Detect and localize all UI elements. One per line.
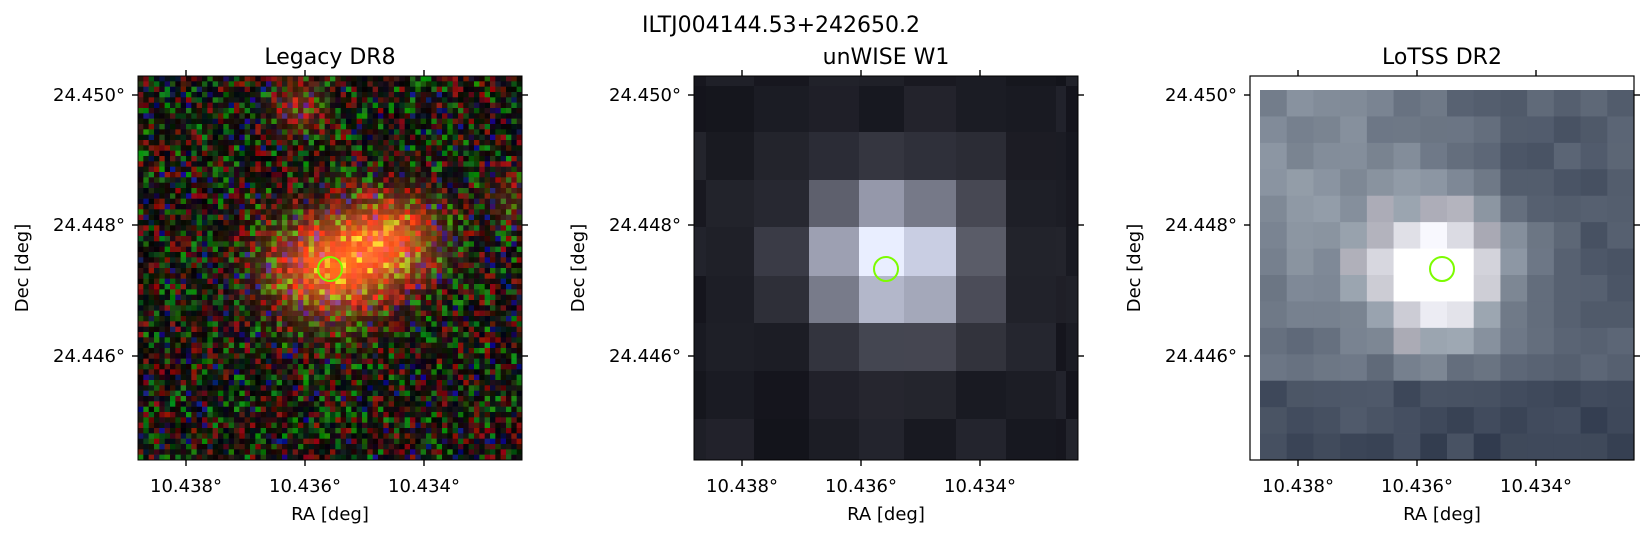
y-tick-label: 24.446° (609, 346, 681, 367)
source-marker-legacy (317, 256, 343, 282)
x-axis-label-legacy: RA [deg] (291, 504, 369, 525)
y-tick-label: 24.448° (1165, 215, 1237, 236)
axis-ticks-lotss (1244, 70, 1640, 466)
y-tick-label: 24.446° (53, 346, 125, 367)
y-tick-label: 24.448° (609, 215, 681, 236)
figure-title: ILTJ004144.53+242650.2 (642, 13, 920, 38)
y-tick-label: 24.450° (53, 85, 125, 106)
x-tick-label: 10.438° (150, 476, 222, 497)
source-marker-unwise (873, 256, 899, 282)
x-tick-label: 10.436° (269, 476, 341, 497)
y-axis-label-lotss: Dec [deg] (1124, 224, 1145, 313)
y-tick-label: 24.446° (1165, 346, 1237, 367)
sky-image-legacy (138, 76, 522, 460)
panel-legacy: Legacy DR8 10.438° 10.436° 10.434° 24.45… (12, 45, 528, 525)
sky-image-unwise (694, 76, 1078, 460)
panel-title-lotss: LoTSS DR2 (1382, 45, 1502, 70)
x-tick-label: 10.434° (388, 476, 460, 497)
x-tick-label: 10.436° (825, 476, 897, 497)
panel-title-legacy: Legacy DR8 (264, 45, 395, 70)
image-frame-lotss (1249, 75, 1635, 461)
x-axis-label-unwise: RA [deg] (847, 504, 925, 525)
y-tick-label: 24.448° (53, 215, 125, 236)
axis-ticks-unwise (688, 70, 1084, 466)
image-frame-unwise (693, 75, 1079, 461)
axis-ticks-legacy (132, 70, 528, 466)
panel-unwise: unWISE W1 10.438° 10.436° 10.434° 24.450… (568, 45, 1084, 525)
panel-lotss: LoTSS DR2 10.438° 10.436° 10.434° 24.450… (1124, 45, 1640, 525)
x-tick-label: 10.434° (1500, 476, 1572, 497)
y-tick-label: 24.450° (609, 85, 681, 106)
image-frame-legacy (137, 75, 523, 461)
panel-title-unwise: unWISE W1 (823, 45, 950, 70)
y-axis-label-legacy: Dec [deg] (12, 224, 33, 313)
y-axis-label-unwise: Dec [deg] (568, 224, 589, 313)
sky-image-lotss (1260, 90, 1634, 460)
x-tick-label: 10.436° (1381, 476, 1453, 497)
x-tick-label: 10.434° (944, 476, 1016, 497)
x-tick-label: 10.438° (706, 476, 778, 497)
x-tick-label: 10.438° (1262, 476, 1334, 497)
y-tick-label: 24.450° (1165, 85, 1237, 106)
source-marker-lotss (1429, 256, 1455, 282)
x-axis-label-lotss: RA [deg] (1403, 504, 1481, 525)
